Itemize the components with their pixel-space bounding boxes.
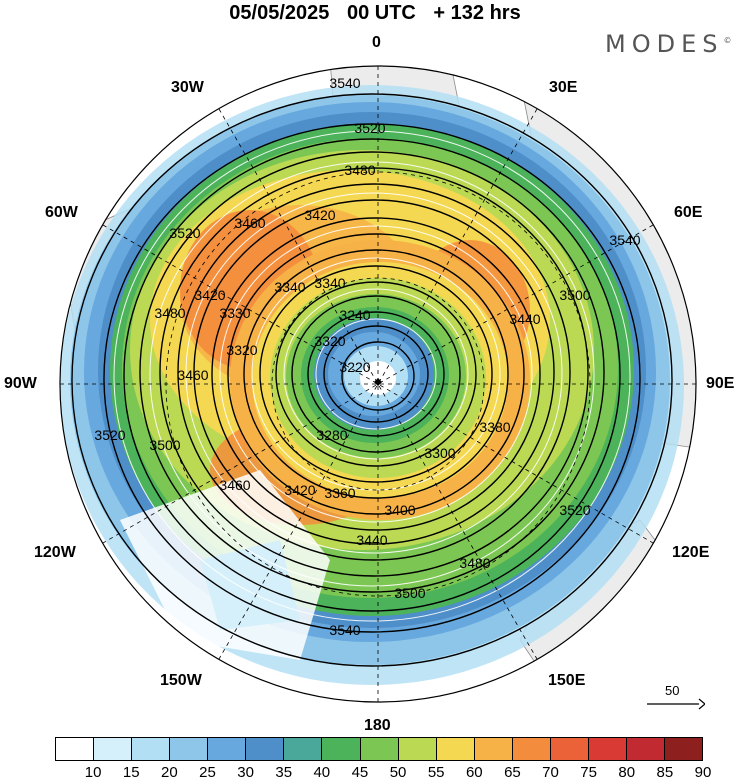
colorbar-tick-label: 70: [542, 764, 559, 781]
lon-label-60e: 60E: [674, 204, 703, 221]
lon-label-30e: 30E: [549, 79, 578, 96]
colorbar-tick-label: 90: [694, 764, 712, 781]
colorbar-cell: [626, 738, 665, 760]
contour-label: 3460: [219, 477, 250, 493]
colorbar-cell: [588, 738, 627, 760]
colorbar-tick-label: 50: [389, 764, 407, 781]
contour-label: 3340: [274, 279, 305, 295]
colorbar-tick-label: 65: [504, 764, 521, 781]
lon-label-0: 0: [372, 34, 381, 51]
colorbar-cell: [436, 738, 475, 760]
contour-label: 3420: [284, 482, 315, 498]
contour-label: 3540: [329, 75, 360, 91]
contour-label: 3480: [154, 305, 185, 321]
colorbar-cell: [322, 738, 361, 760]
colorbar-tick-label: 85: [656, 764, 674, 781]
contour-label: 3440: [356, 532, 387, 548]
reference-vector-arrow: [647, 698, 705, 710]
contour-label: 3520: [354, 120, 385, 136]
colorbar-cell: [246, 738, 285, 760]
contour-label: 3480: [344, 162, 375, 178]
map-title: 05/05/2025 00 UTC + 132 hrs: [0, 0, 750, 26]
contour-label: 3500: [394, 585, 425, 601]
height-contours: [71, 93, 673, 667]
colorbar-tick-label: 40: [313, 764, 331, 781]
contour-label: 3500: [559, 287, 590, 303]
colorbar-tick-label: 45: [351, 764, 369, 781]
contour-label: 3540: [609, 232, 640, 248]
colorbar-cell: [132, 738, 171, 760]
colorbar-cell: [360, 738, 399, 760]
contour-labels: 3220 3240 3280 3300 3320 3320 3330 3340 3340 3360…: [94, 75, 640, 638]
colorbar: [55, 737, 703, 761]
colorbar-cell: [284, 738, 323, 760]
contour-label: 3320: [226, 342, 257, 358]
colorbar-tick-label: 20: [161, 764, 178, 781]
colorbar-cell: [56, 738, 95, 760]
colorbar-cell: [208, 738, 247, 760]
colorbar-tick-label: 35: [275, 764, 293, 781]
contour-label: 3280: [316, 427, 347, 443]
contour-label: 3540: [329, 622, 360, 638]
contour-label: 3220: [339, 359, 370, 375]
lon-label-90w: 90W: [4, 375, 37, 392]
contour-label: 3400: [384, 502, 415, 518]
contour-label: 3380: [479, 419, 510, 435]
colorbar-tick-label: 60: [465, 764, 483, 781]
map-boundary: [59, 65, 697, 703]
contour-label: 3520: [94, 427, 125, 443]
title-run: 00 UTC: [346, 2, 416, 24]
colorbar-cell: [398, 738, 437, 760]
wind-speed-field: [60, 66, 696, 702]
colorbar-tick-label: 55: [427, 764, 445, 781]
lon-label-120w: 120W: [34, 544, 76, 561]
contour-label: 3320: [314, 333, 345, 349]
colorbar-tick-label: 10: [84, 764, 102, 781]
colorbar-cell: [94, 738, 133, 760]
lon-label-150w: 150W: [160, 672, 202, 689]
lon-label-120e: 120E: [672, 544, 710, 561]
modes-logo: MODES©: [605, 30, 732, 58]
contour-label: 3330: [219, 305, 250, 321]
contour-label: 3360: [324, 485, 355, 501]
contour-label: 3520: [169, 225, 200, 241]
graticule: [60, 66, 696, 702]
colorbar-cell: [665, 738, 703, 760]
colorbar-cell: [512, 738, 551, 760]
contour-label: 3480: [459, 555, 490, 571]
colorbar-tick-label: 25: [199, 764, 216, 781]
contour-label: 3420: [304, 207, 335, 223]
lon-label-60w: 60W: [45, 204, 78, 221]
contour-label: 3500: [149, 437, 180, 453]
contour-label: 3420: [194, 287, 225, 303]
title-lead: + 132 hrs: [433, 2, 521, 24]
contour-label: 3240: [339, 307, 370, 323]
colorbar-cell: [550, 738, 589, 760]
lon-label-30w: 30W: [171, 79, 204, 96]
colorbar-tick-label: 80: [618, 764, 636, 781]
lon-label-150e: 150E: [548, 672, 586, 689]
contour-label: 3460: [177, 367, 208, 383]
colorbar-tick-label: 30: [237, 764, 254, 781]
lon-label-90e: 90E: [706, 375, 735, 392]
colorbar-cell: [170, 738, 209, 760]
colorbar-tick-label: 75: [580, 764, 597, 781]
reference-vector-label: 50: [665, 683, 680, 698]
contour-label: 3520: [559, 502, 590, 518]
contour-label: 3340: [314, 275, 345, 291]
contour-label: 3300: [424, 445, 455, 461]
colorbar-cell: [474, 738, 513, 760]
colorbar-tick-label: 15: [122, 764, 140, 781]
lon-label-180: 180: [364, 717, 391, 734]
contour-label: 3460: [234, 215, 265, 231]
title-date: 05/05/2025: [229, 2, 330, 24]
contour-label: 3440: [509, 311, 540, 327]
